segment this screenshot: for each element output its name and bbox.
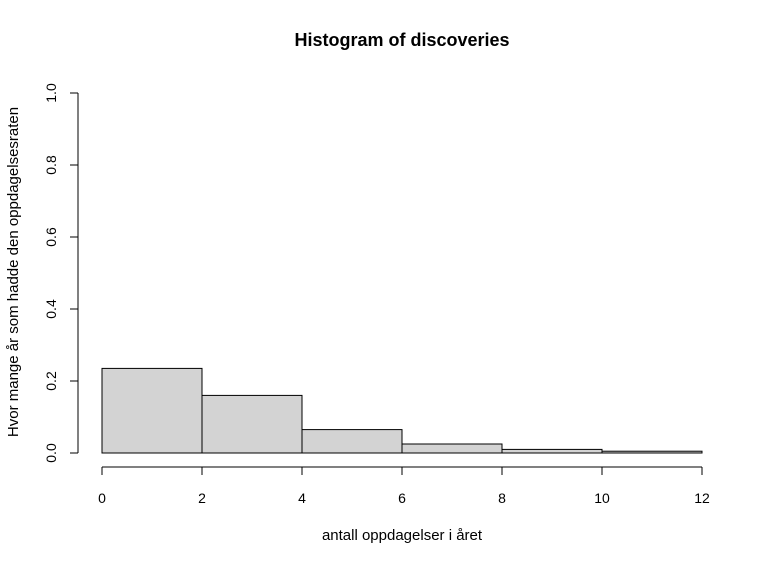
histogram-bar	[401, 443, 503, 454]
y-tick-label: 0.2	[43, 371, 59, 391]
x-tick-label: 4	[298, 490, 306, 506]
histogram-bar	[501, 448, 603, 454]
y-axis: 0.0 0.2 0.4 0.6 0.8 1.0	[43, 83, 79, 463]
histogram-bar	[201, 394, 303, 454]
y-tick-label: 1.0	[43, 83, 59, 103]
y-axis-label: Hvor mange år som hadde den oppdagelsesr…	[5, 107, 22, 437]
x-tick-label: 12	[694, 490, 710, 506]
x-tick-label: 2	[198, 490, 206, 506]
y-tick-label: 0.8	[43, 155, 59, 175]
y-tick-label: 0.0	[43, 443, 59, 463]
x-tick-label: 0	[98, 490, 106, 506]
x-axis: 0 2 4 6 8 10 12	[98, 466, 710, 506]
chart-title: Histogram of discoveries	[294, 30, 509, 50]
y-tick-label: 0.6	[43, 227, 59, 247]
histogram-bar	[301, 429, 403, 454]
x-axis-label: antall oppdagelser i året	[322, 527, 483, 544]
x-tick-label: 6	[398, 490, 406, 506]
bars-group	[101, 367, 703, 454]
x-tick-label: 10	[594, 490, 610, 506]
histogram-bar	[601, 450, 703, 454]
histogram-bar	[101, 367, 203, 454]
x-tick-label: 8	[498, 490, 506, 506]
y-tick-label: 0.4	[43, 299, 59, 319]
